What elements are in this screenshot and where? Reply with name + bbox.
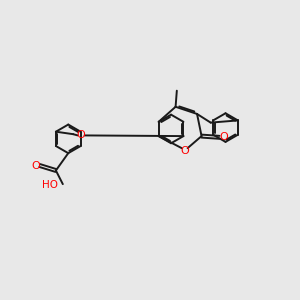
Text: O: O bbox=[180, 146, 189, 156]
Text: O: O bbox=[77, 130, 85, 140]
Text: O: O bbox=[220, 132, 228, 142]
Text: HO: HO bbox=[42, 180, 58, 190]
Text: O: O bbox=[31, 160, 40, 170]
